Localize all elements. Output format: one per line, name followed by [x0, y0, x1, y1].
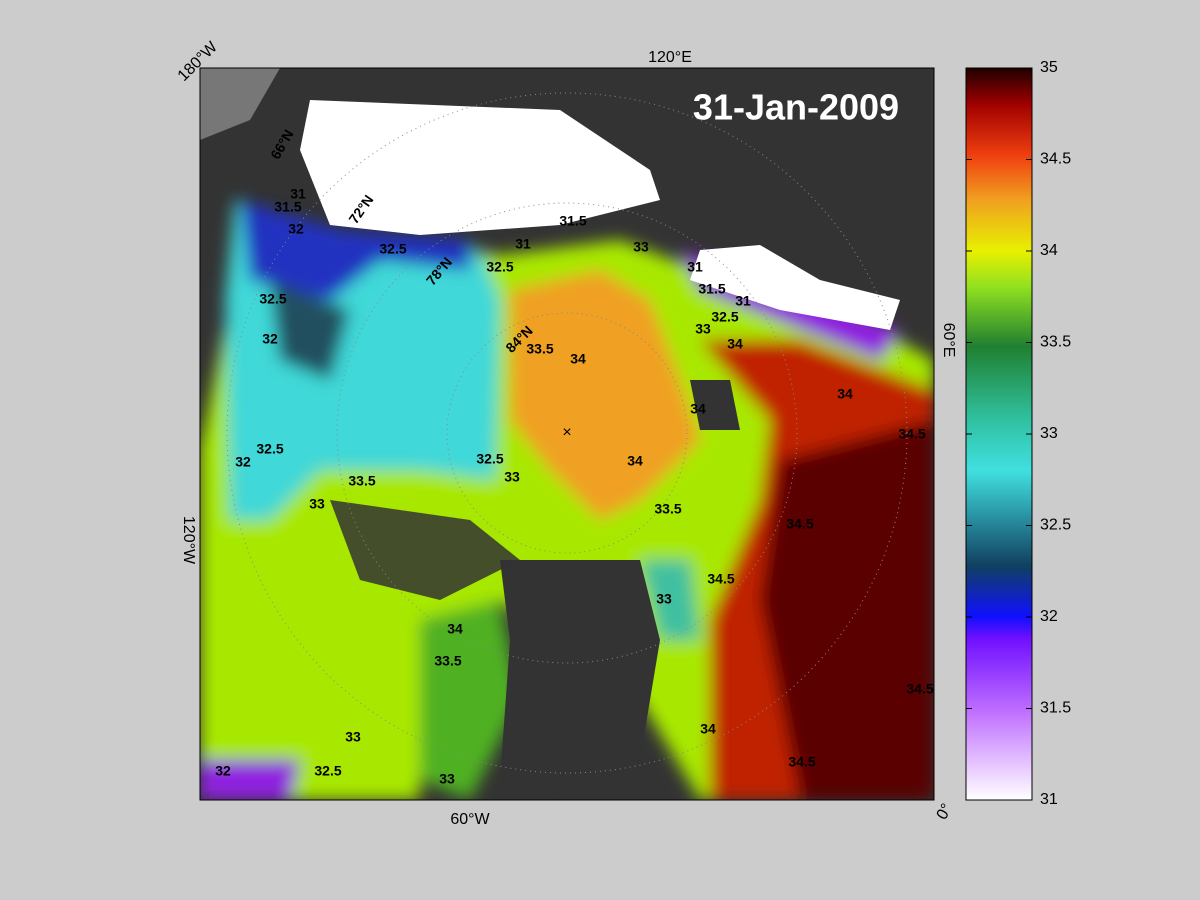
contour-label: 34: [727, 336, 743, 352]
contour-label: 32.5: [259, 291, 286, 307]
contour-label: 34.5: [788, 754, 815, 770]
contour-label: 32: [215, 763, 231, 779]
salinity-field: [200, 200, 934, 800]
contour-label: 32.5: [256, 441, 283, 457]
longitude-label: 120°E: [648, 49, 692, 66]
contour-label: 31.5: [274, 199, 301, 215]
longitude-label: 60°E: [940, 323, 957, 358]
contour-label: 33: [633, 239, 649, 255]
contour-label: 32.5: [379, 241, 406, 257]
archipelago: [330, 500, 520, 600]
contour-label: 33: [504, 469, 520, 485]
contour-label: 34: [447, 621, 463, 637]
latitude-circle: [226, 92, 908, 774]
contour-label: 33: [345, 729, 361, 745]
outside-region: [200, 68, 280, 140]
date-label: 31-Jan-2009: [693, 87, 899, 128]
contour-label: 31: [290, 186, 306, 202]
contour-label: 33: [656, 591, 672, 607]
colorbar-tick-label: 32: [1040, 608, 1058, 625]
contour-label: 33: [439, 771, 455, 787]
contour-label: 34.5: [898, 426, 925, 442]
contour-label: 32.5: [314, 763, 341, 779]
contour-label: 34: [570, 351, 586, 367]
contour-label: 34.5: [906, 681, 933, 697]
colorbar-tick-label: 34.5: [1040, 151, 1071, 168]
colorbar-tick-label: 34: [1040, 242, 1058, 259]
contour-label: 32: [235, 454, 251, 470]
contour-label: 31: [735, 293, 751, 309]
pole-marker: ×: [562, 424, 571, 441]
latitude-circle: [336, 202, 798, 664]
contour-label: 31: [687, 259, 703, 275]
colorbar-tick-label: 33.5: [1040, 334, 1071, 351]
contour-label: 33.5: [526, 341, 553, 357]
contour-label: 33: [695, 321, 711, 337]
contour-label: 31.5: [559, 213, 586, 229]
contour-labels: 3131.53232.532.53131.5333131.53132.53334…: [215, 186, 934, 787]
map-frame: [199, 67, 935, 801]
contour-label: 34: [837, 386, 853, 402]
contour-label: 31: [515, 236, 531, 252]
contour-label: 32.5: [711, 309, 738, 325]
longitude-label: 0°: [934, 801, 956, 823]
contour-label: 33.5: [348, 473, 375, 489]
contour-label: 33.5: [654, 501, 681, 517]
contour-label: 32: [262, 331, 278, 347]
contour-label: 34: [690, 401, 706, 417]
colorbar-tick-label: 31.5: [1040, 700, 1071, 717]
contour-label: 31.5: [698, 281, 725, 297]
contour-label: 32.5: [476, 451, 503, 467]
contour-label: 34.5: [786, 516, 813, 532]
latitude-circle: [446, 312, 688, 554]
sea-ice: [690, 245, 900, 330]
contour-label: 34.5: [707, 571, 734, 587]
contour-label: 33.5: [434, 653, 461, 669]
sea-ice: [300, 100, 660, 235]
colorbar-ticks: 31 31.5 32 32.5 33 33.5 34 34.5 35: [966, 59, 1071, 808]
contour-label: 33: [309, 496, 325, 512]
contour-label: 34: [627, 453, 643, 469]
greenland: [500, 560, 660, 800]
svalbard: [690, 380, 740, 430]
contour-label: 32: [288, 221, 304, 237]
colorbar-tick-label: 35: [1040, 59, 1058, 76]
contour-label: 34: [700, 721, 716, 737]
colorbar-tick-label: 31: [1040, 791, 1058, 808]
colorbar-tick-label: 32.5: [1040, 517, 1071, 534]
longitude-label: 60°W: [450, 811, 490, 828]
map: ×: [200, 68, 934, 800]
contour-label: 32.5: [486, 259, 513, 275]
longitude-label: 120°W: [180, 516, 197, 565]
colorbar-tick-label: 33: [1040, 425, 1058, 442]
colorbar: [965, 67, 1033, 801]
